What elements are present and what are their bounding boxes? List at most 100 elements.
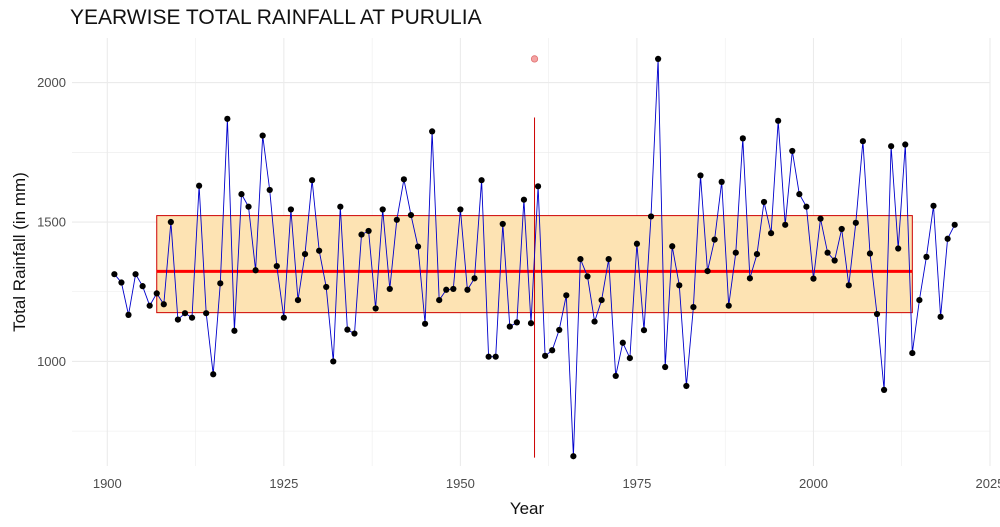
data-point (895, 245, 902, 252)
data-point (753, 250, 761, 258)
data-point (478, 177, 485, 184)
data-point (365, 227, 372, 235)
data-point (174, 316, 182, 323)
data-point (443, 286, 450, 293)
data-point (549, 347, 556, 354)
series-layer (111, 55, 958, 460)
data-point (492, 353, 499, 360)
data-point (506, 323, 513, 330)
data-point (457, 206, 464, 213)
x-tick-label: 2025 (976, 476, 1000, 491)
x-tick-label: 2000 (799, 476, 828, 491)
x-tick-label: 1950 (446, 476, 475, 491)
data-point (662, 363, 669, 371)
data-point (464, 286, 471, 293)
data-point (683, 382, 690, 390)
data-point (556, 326, 563, 334)
data-point (718, 178, 725, 185)
data-point (909, 349, 916, 357)
data-point (393, 216, 400, 223)
y-tick-label: 1500 (37, 215, 66, 230)
data-point (400, 176, 407, 183)
data-point (111, 271, 118, 278)
data-point (372, 305, 379, 312)
data-point (330, 358, 337, 365)
data-point (379, 206, 386, 213)
data-point (386, 285, 393, 293)
data-point (485, 353, 492, 360)
data-point (852, 219, 859, 226)
data-point (224, 115, 231, 122)
data-point (323, 283, 330, 291)
data-point (407, 211, 415, 219)
y-tick-label: 2000 (37, 75, 66, 90)
data-point (824, 249, 831, 256)
data-point (125, 311, 132, 318)
data-point (690, 303, 697, 311)
data-point (930, 202, 937, 209)
data-point (732, 249, 739, 256)
data-point (669, 243, 676, 250)
data-point (612, 372, 619, 380)
data-point (188, 314, 196, 321)
data-point (803, 203, 810, 210)
data-point (577, 256, 584, 263)
data-point (351, 330, 358, 337)
data-point (316, 247, 323, 254)
data-point (280, 314, 287, 321)
data-point (676, 282, 683, 289)
data-point (139, 283, 146, 290)
data-point (782, 221, 789, 228)
data-point (796, 191, 803, 198)
data-point (499, 220, 506, 228)
data-point (760, 198, 768, 206)
data-point (619, 339, 626, 346)
data-point (951, 221, 958, 228)
data-point (923, 253, 930, 260)
data-point (789, 147, 796, 155)
data-point (902, 141, 909, 148)
data-point (471, 275, 478, 282)
data-point (245, 203, 252, 210)
data-point (160, 301, 167, 308)
data-point (605, 256, 612, 263)
data-point (252, 267, 259, 274)
data-point (880, 386, 888, 393)
data-point (704, 267, 711, 275)
data-point (916, 296, 923, 304)
y-tick-label: 1000 (37, 354, 66, 369)
highlight-point (530, 55, 539, 63)
x-axis-title: Year (510, 499, 545, 518)
data-point (591, 318, 598, 325)
data-point (937, 313, 944, 320)
data-point (196, 182, 203, 189)
data-point (570, 453, 577, 460)
x-tick-label: 1975 (622, 476, 651, 491)
data-point (217, 280, 224, 287)
data-point (888, 143, 895, 150)
data-point (337, 203, 344, 210)
data-point (711, 236, 718, 243)
data-point (697, 172, 704, 179)
data-point (146, 302, 153, 309)
x-tick-label: 1925 (269, 476, 298, 491)
data-point (238, 191, 245, 198)
data-point (294, 296, 302, 304)
data-point (436, 296, 443, 304)
data-point (817, 215, 824, 222)
data-point (647, 213, 655, 220)
data-point (414, 243, 422, 250)
data-point (655, 55, 662, 63)
data-point (859, 138, 866, 145)
data-point (273, 262, 280, 270)
data-point (301, 250, 309, 258)
data-point (527, 320, 535, 327)
data-point (203, 310, 210, 317)
data-point (429, 128, 436, 135)
data-point (520, 196, 528, 203)
data-point (725, 302, 732, 309)
data-point (746, 275, 754, 282)
data-point (866, 250, 874, 257)
data-point (831, 257, 838, 264)
